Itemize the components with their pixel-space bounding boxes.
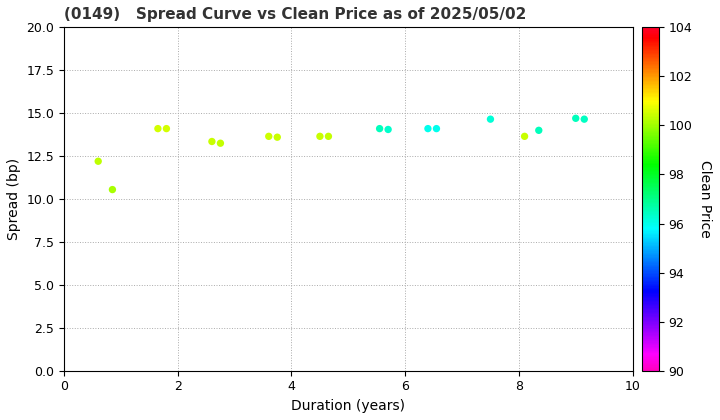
Point [374, 125, 385, 132]
Point [206, 138, 217, 145]
Point [578, 116, 590, 123]
Y-axis label: Spread (bp): Spread (bp) [7, 158, 21, 240]
Point [422, 125, 433, 132]
Point [323, 133, 334, 140]
Text: (0149)   Spread Curve vs Clean Price as of 2025/05/02: (0149) Spread Curve vs Clean Price as of… [64, 7, 526, 22]
X-axis label: Duration (years): Duration (years) [292, 399, 405, 413]
Point [314, 133, 325, 140]
Point [161, 125, 172, 132]
Y-axis label: Clean Price: Clean Price [698, 160, 712, 238]
Point [152, 125, 163, 132]
Point [570, 115, 582, 122]
Point [92, 158, 104, 165]
Point [431, 125, 442, 132]
Point [382, 126, 394, 133]
Point [263, 133, 274, 140]
Point [107, 186, 118, 193]
Point [271, 134, 283, 141]
Point [485, 116, 496, 123]
Point [519, 133, 531, 140]
Point [533, 127, 544, 134]
Point [215, 140, 226, 147]
